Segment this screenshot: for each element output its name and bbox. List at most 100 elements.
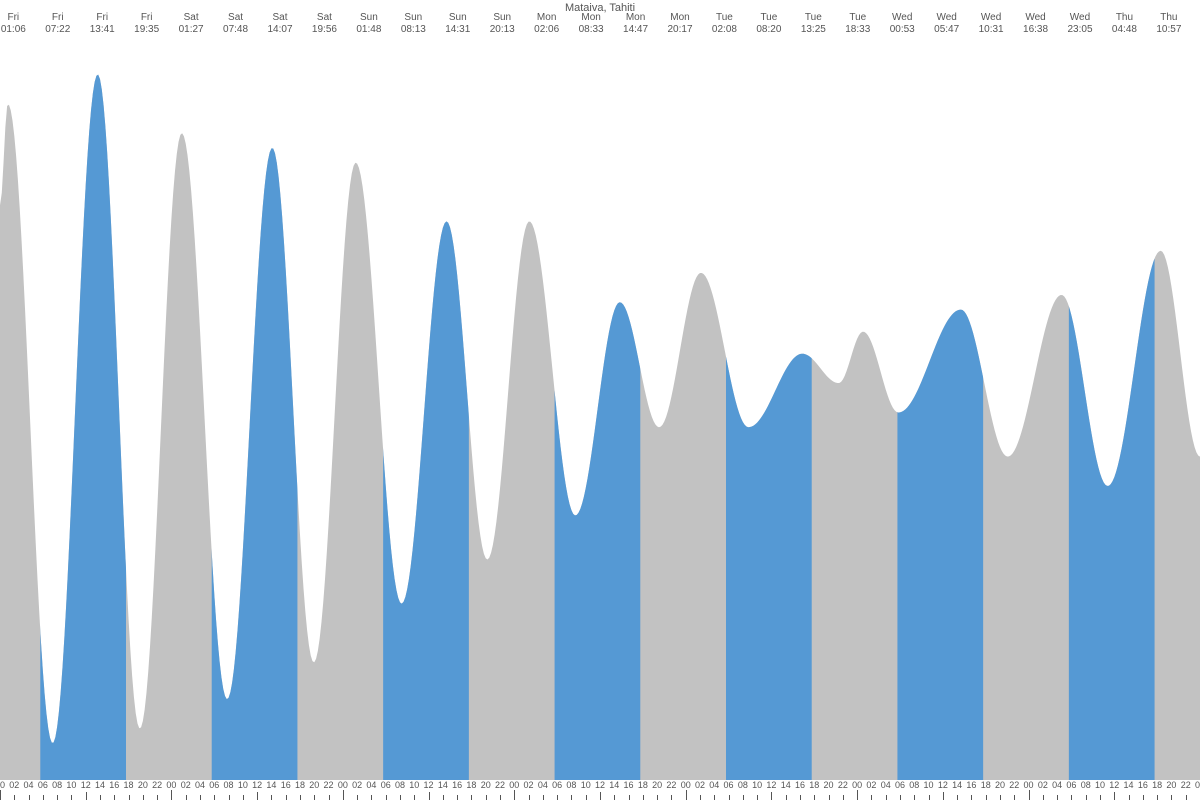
x-tick-label: 16 (795, 780, 805, 790)
event-label: Fri19:35 (134, 12, 159, 35)
x-tick (714, 795, 715, 800)
x-tick (1014, 795, 1015, 800)
event-time: 20:17 (667, 24, 692, 36)
x-tick (1086, 795, 1087, 800)
event-day: Sun (445, 12, 470, 24)
x-tick (329, 795, 330, 800)
event-label: Wed16:38 (1023, 12, 1048, 35)
x-tick-label: 14 (438, 780, 448, 790)
x-tick (1057, 795, 1058, 800)
x-tick (814, 795, 815, 800)
x-tick-label: 00 (852, 780, 862, 790)
x-tick-label: 10 (581, 780, 591, 790)
x-tick-label: 06 (724, 780, 734, 790)
x-axis: 00 02 04 06 08 10 12 14 16 18 20 22 00 02 04 06 08 10 12 14… (0, 780, 1200, 800)
x-tick (900, 795, 901, 800)
event-day: Mon (667, 12, 692, 24)
x-tick (357, 795, 358, 800)
x-tick (0, 790, 1, 800)
event-time: 01:27 (179, 24, 204, 36)
x-tick-label: 12 (595, 780, 605, 790)
x-tick (1143, 795, 1144, 800)
x-tick-label: 02 (352, 780, 362, 790)
x-tick-label: 20 (1166, 780, 1176, 790)
event-day: Sun (356, 12, 381, 24)
x-tick-label: 06 (552, 780, 562, 790)
x-tick-label: 18 (124, 780, 134, 790)
x-tick-label: 04 (538, 780, 548, 790)
x-tick (429, 792, 430, 800)
event-label: Sat19:56 (312, 12, 337, 35)
x-tick (529, 795, 530, 800)
event-label: Sat07:48 (223, 12, 248, 35)
event-day: Tue (801, 12, 826, 24)
event-day: Wed (1067, 12, 1092, 24)
event-time: 07:48 (223, 24, 248, 36)
x-tick (857, 790, 858, 800)
x-tick-label: 06 (1066, 780, 1076, 790)
x-tick (457, 795, 458, 800)
event-day: Sat (179, 12, 204, 24)
event-time: 07:22 (45, 24, 70, 36)
x-tick-label: 10 (66, 780, 76, 790)
x-tick-label: 02 (9, 780, 19, 790)
event-time: 19:56 (312, 24, 337, 36)
x-tick-label: 16 (966, 780, 976, 790)
event-label: Thu10:57 (1156, 12, 1181, 35)
x-tick-label: 08 (395, 780, 405, 790)
x-tick (171, 790, 172, 800)
x-tick-label: 12 (424, 780, 434, 790)
x-tick-label: 04 (881, 780, 891, 790)
x-tick (1043, 795, 1044, 800)
event-labels-row: Fri01:06Fri07:22Fri13:41Fri19:35Sat01:27… (0, 12, 1200, 42)
x-tick (671, 795, 672, 800)
event-label: Sun01:48 (356, 12, 381, 35)
event-time: 23:05 (1067, 24, 1092, 36)
x-tick (371, 795, 372, 800)
x-tick (43, 795, 44, 800)
x-tick-label: 04 (1052, 780, 1062, 790)
tide-chart: Mataiva, Tahiti Fri01:06Fri07:22Fri13:41… (0, 0, 1200, 800)
x-tick-label: 06 (895, 780, 905, 790)
x-tick (686, 790, 687, 800)
x-tick (643, 795, 644, 800)
x-tick-label: 18 (981, 780, 991, 790)
x-tick-label: 10 (409, 780, 419, 790)
x-tick (914, 795, 915, 800)
x-tick-label: 20 (824, 780, 834, 790)
x-tick-label: 12 (81, 780, 91, 790)
x-tick-label: 20 (652, 780, 662, 790)
x-tick (957, 795, 958, 800)
x-tick (929, 795, 930, 800)
event-label: Tue02:08 (712, 12, 737, 35)
x-tick-label: 04 (195, 780, 205, 790)
event-label: Sat14:07 (267, 12, 292, 35)
x-tick (114, 795, 115, 800)
x-tick (400, 795, 401, 800)
x-tick (571, 795, 572, 800)
x-tick-label: 22 (152, 780, 162, 790)
x-tick-label: 14 (266, 780, 276, 790)
event-day: Tue (756, 12, 781, 24)
x-tick (314, 795, 315, 800)
x-tick (1071, 795, 1072, 800)
event-label: Sun20:13 (490, 12, 515, 35)
x-tick (786, 795, 787, 800)
x-tick-label: 14 (95, 780, 105, 790)
x-tick-label: 00 (1024, 780, 1034, 790)
x-tick-label: 08 (1081, 780, 1091, 790)
x-tick-label: 18 (638, 780, 648, 790)
event-label: Fri07:22 (45, 12, 70, 35)
x-tick (443, 795, 444, 800)
x-tick-label: 02 (695, 780, 705, 790)
x-tick (471, 795, 472, 800)
x-tick (657, 795, 658, 800)
event-time: 13:25 (801, 24, 826, 36)
x-tick (586, 795, 587, 800)
x-tick-label: 00 (681, 780, 691, 790)
event-time: 13:41 (90, 24, 115, 36)
x-tick-label: 20 (138, 780, 148, 790)
x-tick (243, 795, 244, 800)
event-time: 14:07 (267, 24, 292, 36)
event-day: Sat (267, 12, 292, 24)
